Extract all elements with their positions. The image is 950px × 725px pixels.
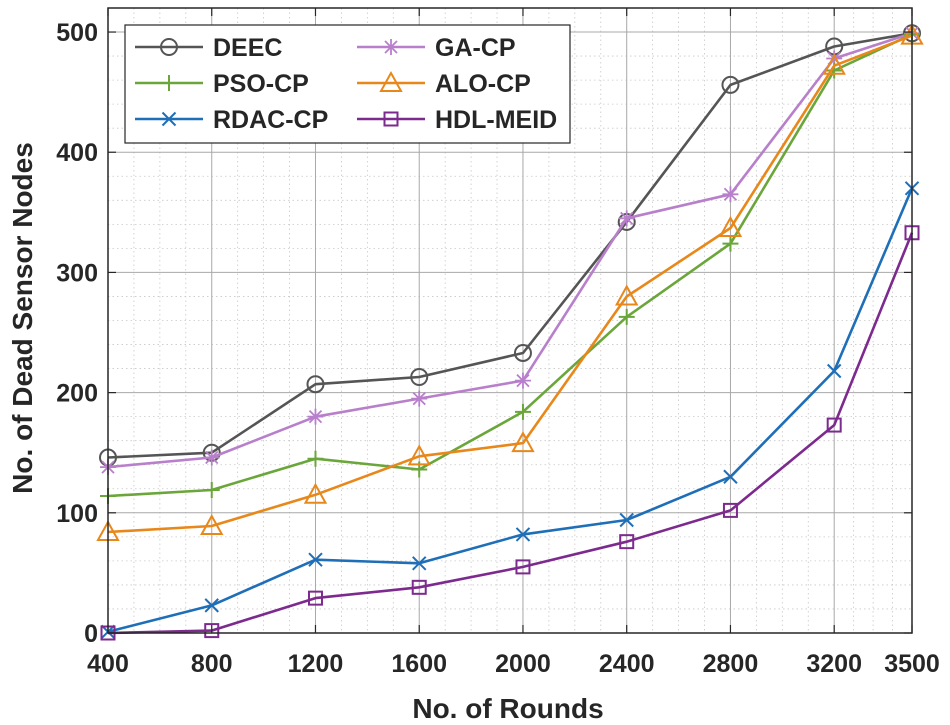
data-point-hdl-meid [204, 623, 220, 639]
legend-marker [383, 111, 399, 127]
series-line-alo-cp [107, 34, 913, 534]
series-line-deec [107, 31, 913, 459]
x-tick-label: 400 [87, 650, 129, 678]
series-line-hdl-meid [107, 232, 914, 635]
y-tick-label: 300 [56, 259, 98, 287]
data-point-ga-cp [411, 390, 428, 407]
axis-ticks [107, 8, 913, 634]
data-point-hdl-meid [722, 502, 738, 518]
legend: DEEC GA-CP PSO-CP ALO-CP RDAC-CP HDL-MEID [124, 24, 571, 144]
x-tick-label: 3500 [884, 650, 940, 678]
legend-label: PSO-CP [213, 70, 309, 98]
data-point-alo-cp [615, 284, 639, 306]
data-point-deec [721, 75, 740, 94]
data-point-deec [410, 367, 429, 386]
y-tick-label: 100 [56, 500, 98, 528]
data-point-ga-cp [203, 449, 220, 466]
data-point-ga-cp [514, 372, 531, 389]
legend-item-rdac-cp: RDAC-CP [135, 106, 328, 134]
data-point-pso-cp [203, 481, 220, 498]
legend-item-pso-cp: PSO-CP [135, 70, 309, 98]
series-rdac-cp [100, 181, 920, 640]
legend-marker [161, 75, 177, 91]
data-point-ga-cp [722, 186, 739, 203]
legend-marker [160, 38, 178, 56]
x-tick-label: 1600 [391, 650, 447, 678]
y-axis-label: No. of Dead Sensor Nodes [7, 142, 38, 494]
data-point-alo-cp [407, 444, 431, 466]
x-tick-label: 2400 [599, 650, 655, 678]
data-point-pso-cp [722, 235, 739, 252]
x-tick-label: 2800 [703, 650, 759, 678]
legend-label: DEEC [213, 34, 282, 62]
y-tick-labels: 0 100 200 300 400 500 [56, 19, 98, 648]
data-point-rdac-cp [308, 552, 323, 567]
series-layer [96, 23, 924, 641]
data-point-rdac-cp [515, 527, 531, 542]
data-point-hdl-meid [515, 559, 531, 575]
data-point-pso-cp [307, 450, 324, 467]
data-point-rdac-cp [826, 363, 842, 379]
legend-label: RDAC-CP [213, 106, 328, 134]
legend-label: ALO-CP [435, 70, 531, 98]
x-tick-label: 800 [191, 650, 233, 678]
data-point-rdac-cp [204, 598, 219, 613]
x-axis-label: No. of Rounds [412, 693, 603, 724]
legend-label: HDL-MEID [435, 106, 557, 134]
legend-marker [161, 111, 177, 127]
data-point-deec [306, 375, 325, 394]
data-point-alo-cp [511, 431, 535, 453]
x-tick-label: 1200 [288, 650, 344, 678]
data-point-hdl-meid [619, 534, 635, 550]
legend-item-ga-cp: GA-CP [357, 34, 516, 62]
data-point-hdl-meid [307, 590, 323, 606]
data-point-alo-cp [303, 482, 328, 504]
data-point-rdac-cp [412, 556, 427, 571]
x-tick-label: 3200 [806, 650, 862, 678]
data-point-alo-cp [822, 53, 846, 75]
data-point-hdl-meid [411, 579, 427, 595]
data-point-pso-cp [514, 403, 531, 420]
legend-marker [383, 39, 399, 55]
y-tick-label: 0 [84, 620, 98, 648]
data-point-deec [513, 343, 532, 362]
x-tick-label: 2000 [495, 650, 551, 678]
data-point-alo-cp [200, 513, 224, 536]
x-tick-labels: 400 800 1200 1600 2000 2400 2800 3200 3500 [87, 650, 940, 678]
legend-label: GA-CP [435, 34, 516, 62]
y-tick-label: 400 [56, 139, 98, 167]
y-tick-label: 500 [56, 19, 98, 47]
data-point-ga-cp [307, 408, 324, 425]
data-point-rdac-cp [723, 469, 738, 484]
legend-item-alo-cp: ALO-CP [357, 70, 531, 98]
data-point-hdl-meid [826, 417, 842, 433]
data-point-alo-cp [718, 215, 743, 237]
legend-marker [379, 70, 403, 92]
legend-item-hdl-meid: HDL-MEID [357, 106, 557, 134]
data-point-ga-cp [618, 210, 635, 227]
plot-frame [107, 7, 913, 634]
y-tick-label: 200 [56, 380, 98, 408]
data-point-ga-cp [826, 50, 843, 67]
data-point-rdac-cp [619, 512, 634, 528]
data-point-pso-cp [618, 308, 635, 325]
legend-item-deec: DEEC [135, 34, 282, 62]
